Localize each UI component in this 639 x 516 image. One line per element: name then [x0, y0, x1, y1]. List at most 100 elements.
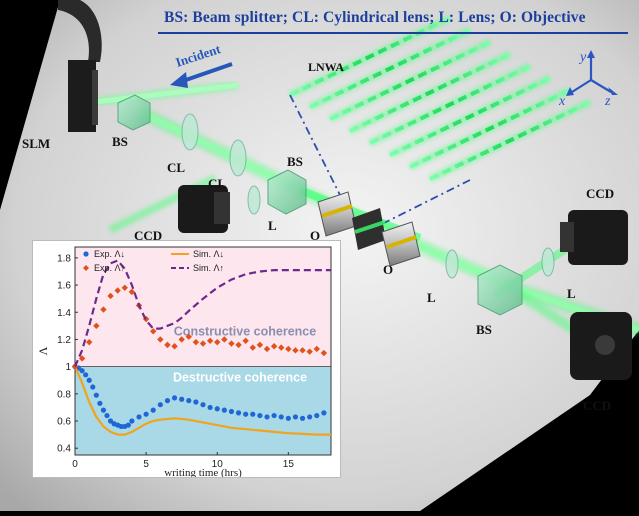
- cylindrical-lens-1: [181, 113, 199, 151]
- y-tick-label: 1.8: [57, 253, 71, 264]
- data-point: [249, 344, 256, 351]
- slm-label: SLM: [22, 136, 51, 151]
- legend-label: Sim. Λ↓: [193, 249, 224, 259]
- x-tick-label: 15: [283, 459, 295, 470]
- data-point: [207, 404, 213, 411]
- bs-label-1: BS: [112, 134, 128, 149]
- axis-x-label: x: [559, 94, 566, 109]
- data-point: [90, 384, 96, 390]
- y-tick-label: 1: [65, 362, 71, 373]
- coordinate-axes-icon: [566, 50, 618, 96]
- data-point: [100, 407, 107, 413]
- ccd-label-2: CCD: [586, 186, 615, 201]
- data-point: [171, 343, 178, 350]
- data-point: [79, 368, 85, 374]
- data-point: [242, 337, 249, 345]
- data-point: [100, 306, 107, 313]
- data-point: [171, 395, 178, 401]
- data-point: [157, 336, 164, 343]
- series-line: [73, 366, 331, 436]
- chart-svg: Constructive coherence Destructive cohere…: [36, 246, 332, 477]
- data-point: [186, 398, 192, 404]
- data-point: [121, 284, 128, 291]
- slm-device: [58, 0, 102, 132]
- data-point: [292, 347, 299, 354]
- bs-label-3: BS: [476, 322, 492, 337]
- ccd-camera-2: [560, 210, 628, 265]
- data-point: [164, 341, 171, 349]
- cl-label-2: CL: [208, 176, 227, 191]
- x-tick-label: 10: [212, 459, 224, 470]
- data-point: [107, 418, 114, 424]
- y-tick-label: 1.4: [57, 308, 71, 319]
- data-point: [228, 340, 235, 347]
- legend-marker: [83, 251, 89, 257]
- data-point: [97, 400, 103, 406]
- data-point: [93, 392, 99, 398]
- data-point: [221, 336, 228, 343]
- lens-3: [541, 247, 555, 277]
- coherence-chart: Constructive coherence Destructive cohere…: [32, 240, 341, 478]
- ccd-camera-3: [570, 312, 632, 380]
- objective-2: [381, 221, 421, 267]
- beam-splitter-3: [477, 264, 523, 316]
- data-point: [307, 414, 313, 420]
- data-point: [321, 410, 327, 416]
- data-point: [157, 402, 163, 408]
- data-point: [206, 337, 214, 345]
- series-line: [73, 259, 331, 368]
- y-axis-label: Λ: [36, 346, 50, 355]
- data-point: [164, 398, 171, 404]
- data-point: [125, 422, 131, 428]
- beam-splitter-2: [267, 169, 307, 215]
- data-point: [214, 338, 221, 346]
- legend-label: Exp. Λ↑: [94, 263, 125, 273]
- data-point: [264, 414, 270, 420]
- data-point: [178, 336, 185, 343]
- y-tick-label: 0.8: [57, 389, 71, 400]
- data-point: [192, 338, 200, 346]
- ccd-camera-1: [178, 185, 230, 233]
- lnwa-label: LNWA: [308, 60, 345, 74]
- data-point: [143, 411, 149, 417]
- destructive-region: [75, 366, 331, 455]
- data-point: [118, 423, 124, 430]
- data-point: [306, 348, 313, 355]
- data-point: [250, 411, 256, 417]
- o-label-1: O: [310, 228, 321, 243]
- data-point: [292, 414, 299, 420]
- data-point: [83, 372, 89, 378]
- data-point: [271, 412, 277, 419]
- x-axis-label: writing time (hrs): [164, 467, 242, 477]
- data-point: [179, 396, 185, 402]
- sample-crystal: [352, 208, 386, 250]
- data-point: [235, 341, 242, 349]
- lens-2: [445, 249, 459, 279]
- objective-1: [317, 191, 357, 237]
- data-point: [185, 333, 192, 340]
- data-point: [200, 402, 206, 408]
- cl-label-1: CL: [167, 160, 186, 175]
- data-point: [86, 338, 93, 346]
- data-point: [104, 412, 110, 419]
- data-point: [285, 345, 292, 353]
- data-point: [107, 292, 114, 300]
- cylindrical-lens-2: [229, 139, 247, 177]
- y-tick-label: 0.6: [57, 417, 71, 428]
- zoom-guide-lines: [289, 94, 471, 226]
- data-point: [128, 288, 136, 296]
- legend-label: Exp. Λ↓: [94, 249, 125, 259]
- data-point: [285, 415, 291, 421]
- legend-label: Sim. Λ↑: [193, 263, 224, 273]
- data-point: [136, 414, 142, 420]
- ccd-label-3: CCD: [583, 398, 612, 413]
- data-point: [93, 322, 100, 330]
- data-point: [257, 412, 263, 419]
- beam-splitter-1: [117, 94, 151, 131]
- abbreviation-legend: BS: Beam splitter; CL: Cylindrical lens;…: [158, 6, 628, 34]
- data-point: [114, 287, 121, 294]
- x-tick-label: 0: [72, 459, 78, 470]
- data-point: [199, 340, 207, 347]
- l-label-3: L: [567, 286, 576, 301]
